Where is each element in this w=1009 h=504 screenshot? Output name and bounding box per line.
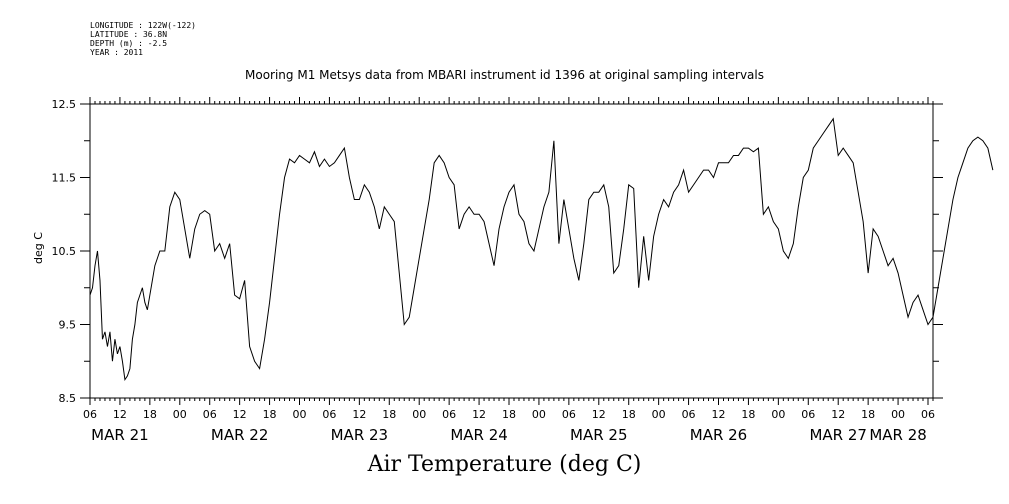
x-hour-tick-label: 12 xyxy=(831,408,845,421)
x-date-label: MAR 21 xyxy=(91,426,148,444)
x-date-label: MAR 23 xyxy=(331,426,388,444)
metadata-year: YEAR : 2011 xyxy=(90,48,143,57)
metadata-block: LONGITUDE : 122W(-122) LATITUDE : 36.8N … xyxy=(90,21,196,57)
x-hour-tick-label: 12 xyxy=(352,408,366,421)
x-hour-tick-label: 12 xyxy=(712,408,726,421)
x-hour-tick-label: 06 xyxy=(562,408,576,421)
x-hour-tick-label: 18 xyxy=(263,408,277,421)
x-date-label: MAR 27 xyxy=(809,426,866,444)
y-tick-label: 11.5 xyxy=(52,172,77,185)
x-hour-tick-label: 00 xyxy=(771,408,785,421)
x-hour-tick-label: 00 xyxy=(532,408,546,421)
x-hour-tick-label: 06 xyxy=(682,408,696,421)
x-date-label: MAR 25 xyxy=(570,426,627,444)
x-hour-tick-label: 06 xyxy=(921,408,935,421)
series-layer xyxy=(89,117,994,381)
plot-frame xyxy=(89,103,934,399)
x-date-label: MAR 24 xyxy=(450,426,507,444)
x-hour-tick-label: 12 xyxy=(233,408,247,421)
x-hour-tick-label: 06 xyxy=(203,408,217,421)
chart-title: Mooring M1 Metsys data from MBARI instru… xyxy=(245,68,764,82)
x-hour-tick-label: 06 xyxy=(801,408,815,421)
x-hour-tick-label: 18 xyxy=(143,408,157,421)
metadata-depth: DEPTH (m) : -2.5 xyxy=(90,39,168,48)
y-tick-label: 8.5 xyxy=(59,392,77,405)
x-hour-tick-label: 06 xyxy=(322,408,336,421)
x-hour-tick-label: 00 xyxy=(891,408,905,421)
x-axis-label: Air Temperature (deg C) xyxy=(367,452,642,477)
x-hour-tick-label: 00 xyxy=(412,408,426,421)
x-hour-tick-label: 18 xyxy=(502,408,516,421)
x-hour-tick-label: 12 xyxy=(113,408,127,421)
metadata-longitude: LONGITUDE : 122W(-122) xyxy=(90,21,196,30)
x-hour-tick-label: 00 xyxy=(652,408,666,421)
metadata-latitude: LATITUDE : 36.8N xyxy=(90,30,168,39)
x-hour-tick-label: 06 xyxy=(442,408,456,421)
x-hour-tick-label: 18 xyxy=(622,408,636,421)
x-hour-tick-label: 18 xyxy=(861,408,875,421)
x-date-label: MAR 26 xyxy=(690,426,747,444)
series-line xyxy=(89,117,994,381)
x-hour-tick-label: 12 xyxy=(472,408,486,421)
x-hour-tick-label: 18 xyxy=(382,408,396,421)
x-hour-tick-label: 12 xyxy=(592,408,606,421)
x-hour-tick-label: 00 xyxy=(173,408,187,421)
y-axis-label: deg C xyxy=(32,232,45,264)
ticks-layer: 8.5 9.5 10.5 11.5 12.5 06 12 18 00 06 12 18 00 06 12 18… xyxy=(52,97,943,444)
x-hour-tick-label: 00 xyxy=(293,408,307,421)
x-date-label: MAR 22 xyxy=(211,426,268,444)
x-hour-tick-label: 18 xyxy=(741,408,755,421)
y-tick-label: 10.5 xyxy=(52,245,77,258)
y-tick-label: 9.5 xyxy=(59,319,77,332)
x-date-label: MAR 28 xyxy=(869,426,926,444)
y-tick-label: 12.5 xyxy=(52,98,77,111)
x-hour-tick-label: 06 xyxy=(83,408,97,421)
